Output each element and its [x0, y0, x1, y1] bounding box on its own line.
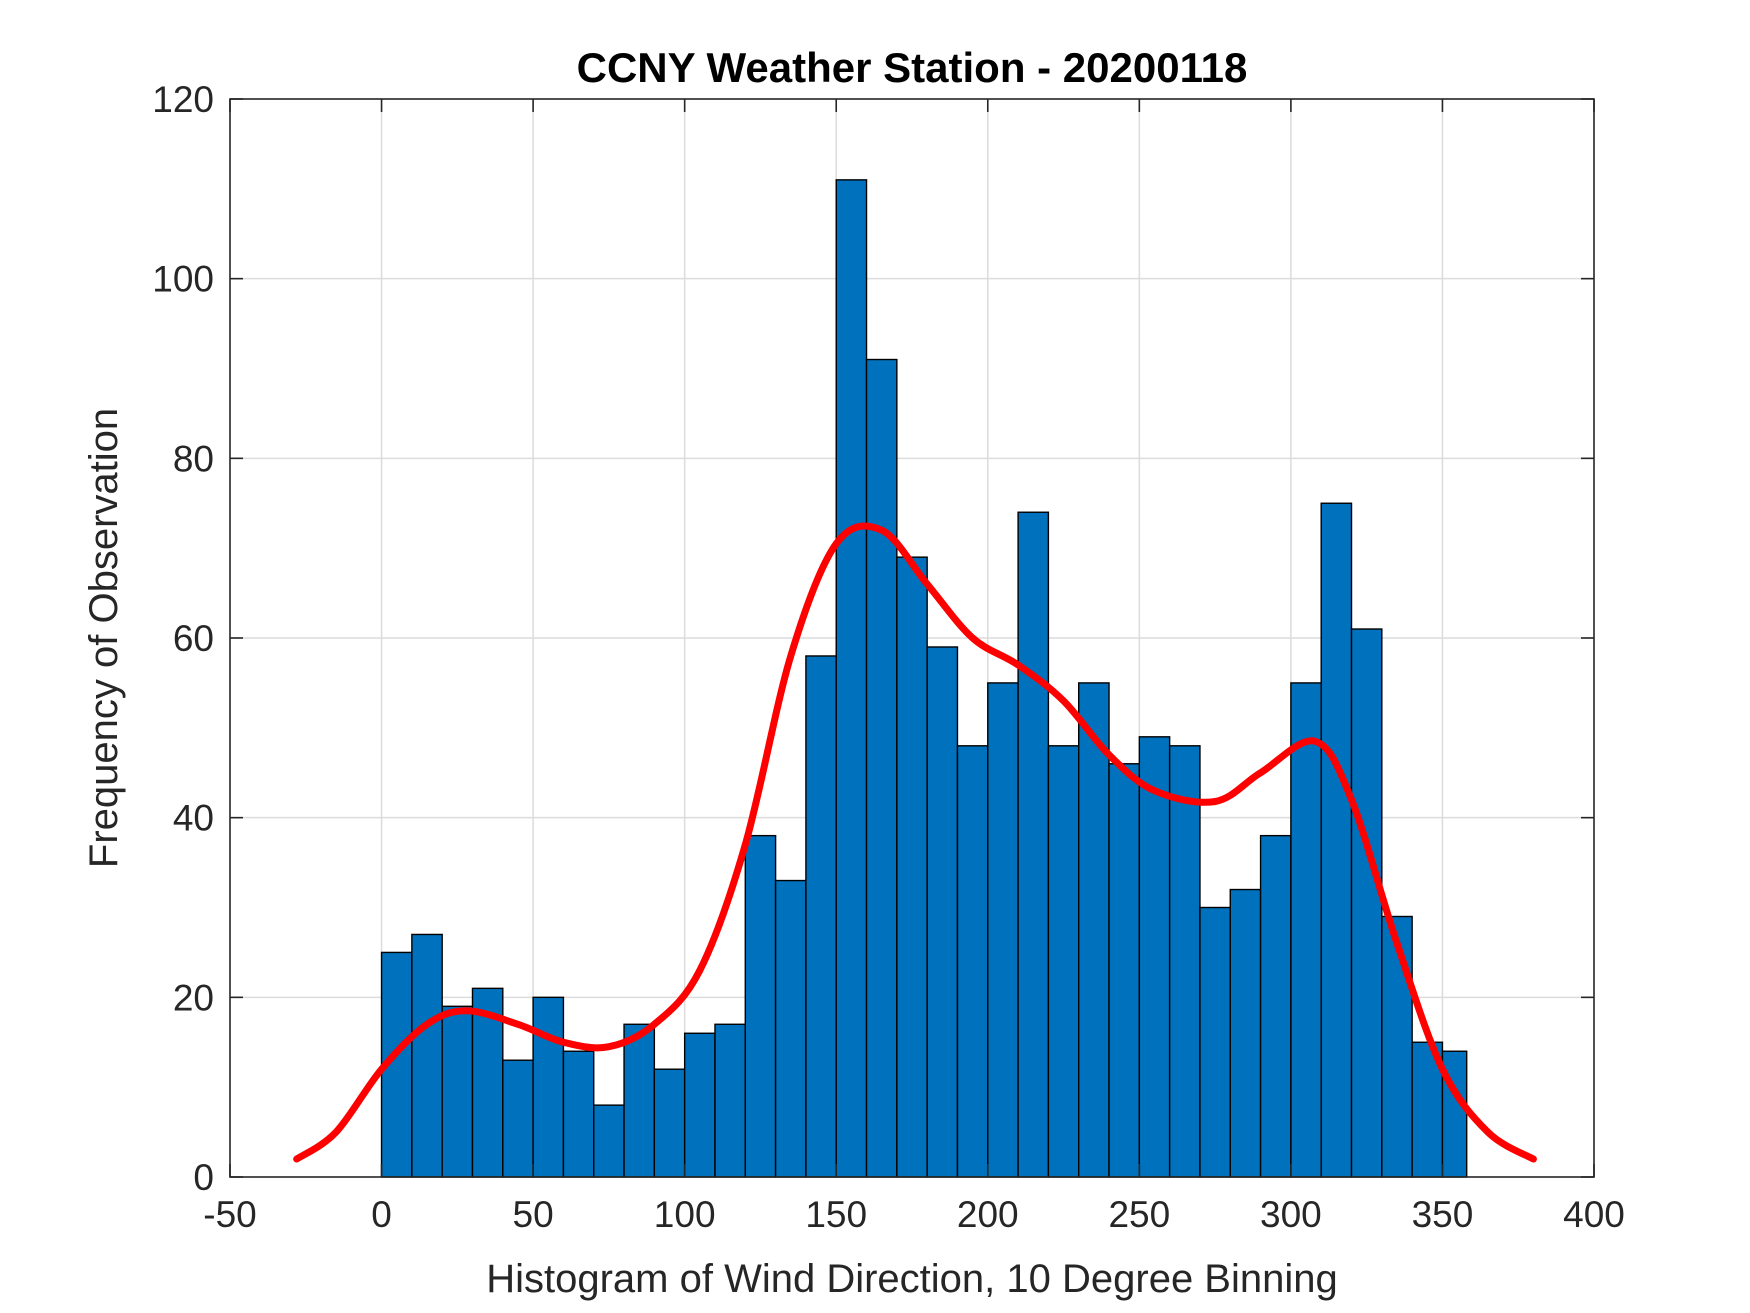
- histogram-bar: [1047, 745, 1080, 1178]
- x-tick-labels: -50 0 50 100 150 200 250 300 350 400: [203, 1194, 1625, 1235]
- x-tick-label: 50: [513, 1194, 554, 1235]
- histogram-bar: [653, 1068, 686, 1178]
- x-tick-label: 250: [1108, 1194, 1170, 1235]
- y-tick-label: 80: [173, 438, 214, 479]
- x-tick-label: 300: [1260, 1194, 1322, 1235]
- histogram-bar: [532, 996, 565, 1178]
- x-tick-label: 150: [805, 1194, 867, 1235]
- histogram-bar: [1078, 682, 1110, 1178]
- histogram-bar: [562, 1050, 595, 1178]
- histogram-bar: [835, 179, 868, 1178]
- y-tick-label: 0: [193, 1157, 214, 1198]
- histogram-bar: [1290, 682, 1322, 1178]
- histogram-bar: [956, 745, 989, 1178]
- histogram-bar: [714, 1023, 746, 1178]
- density-fit-curve: [293, 522, 1537, 1163]
- x-tick-label: 400: [1563, 1194, 1625, 1235]
- chart-title: CCNY Weather Station - 20200118: [577, 44, 1248, 91]
- x-axis-label: Histogram of Wind Direction, 10 Degree B…: [486, 1257, 1338, 1301]
- histogram-bar: [1381, 915, 1413, 1178]
- histogram-bar: [1168, 745, 1201, 1178]
- x-tick-label: 200: [957, 1194, 1019, 1235]
- histogram-bars: [380, 179, 1468, 1178]
- histogram-bar: [805, 655, 837, 1178]
- histogram-bar: [1138, 736, 1171, 1178]
- histogram-bar: [593, 1104, 625, 1178]
- histogram-bar: [926, 646, 959, 1178]
- y-tick-label: 120: [152, 79, 214, 120]
- histogram-bar: [1108, 763, 1141, 1178]
- y-tick-label: 60: [173, 618, 214, 659]
- x-tick-label: -50: [203, 1194, 256, 1235]
- x-tick-label: 100: [654, 1194, 716, 1235]
- histogram-bar: [411, 933, 443, 1178]
- x-tick-label: 350: [1412, 1194, 1474, 1235]
- y-tick-label: 100: [152, 259, 214, 300]
- histogram-bar: [865, 358, 898, 1178]
- histogram-bar: [744, 834, 777, 1178]
- y-axis-label: Frequency of Observation: [82, 408, 126, 868]
- y-tick-label: 20: [173, 977, 214, 1018]
- histogram-bar: [623, 1023, 656, 1178]
- x-tick-label: 0: [371, 1194, 392, 1235]
- histogram-bar: [1229, 888, 1262, 1178]
- histogram-bar: [502, 1059, 534, 1178]
- y-tick-labels: 0 20 40 60 80 100 120: [152, 79, 214, 1198]
- histogram-bar: [1350, 628, 1383, 1178]
- y-tick-label: 40: [173, 798, 214, 839]
- axis-ticks: [229, 98, 1595, 1178]
- histogram-bar: [441, 1005, 474, 1178]
- histogram-bar: [683, 1032, 716, 1178]
- histogram-bar: [1199, 906, 1231, 1178]
- histogram-bar: [896, 556, 928, 1178]
- histogram-bar: [987, 682, 1019, 1178]
- histogram-bar: [1017, 511, 1050, 1178]
- histogram-bar: [1259, 834, 1292, 1178]
- histogram-bar: [1320, 502, 1353, 1178]
- histogram-bar: [774, 879, 807, 1178]
